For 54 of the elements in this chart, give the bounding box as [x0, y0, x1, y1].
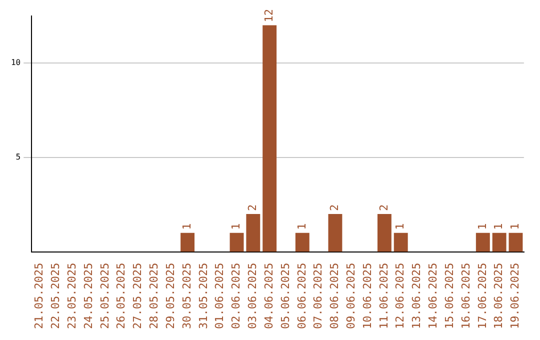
bar — [246, 214, 260, 252]
bar — [262, 25, 277, 252]
bar — [295, 232, 310, 252]
bar — [377, 214, 392, 252]
bar — [476, 232, 490, 252]
x-tick-label: 12.06.2025 — [394, 262, 407, 330]
x-tick-label: 09.06.2025 — [344, 262, 358, 330]
bar — [230, 232, 244, 252]
x-tick-label: 31.05.2025 — [196, 262, 210, 330]
y-tick-label: 5 — [16, 152, 21, 162]
x-tick-label: 02.06.2025 — [230, 262, 243, 330]
data-label: 1 — [295, 223, 308, 230]
x-tick-label: 01.06.2025 — [213, 262, 226, 330]
data-label: 12 — [262, 8, 276, 22]
x-tick-label: 18.06.2025 — [492, 262, 506, 330]
x-tick-label: 08.06.2025 — [328, 262, 342, 330]
data-label: 1 — [476, 223, 489, 230]
x-tick-label: 30.05.2025 — [180, 262, 194, 330]
x-tick-label: 21.05.2025 — [32, 262, 46, 330]
x-tick-label: 03.06.2025 — [246, 262, 260, 330]
x-tick-label: 27.05.2025 — [131, 262, 144, 330]
y-tick-label: 10 — [10, 58, 21, 68]
data-label: 1 — [508, 223, 522, 230]
data-label: 1 — [492, 223, 506, 230]
data-label: 1 — [394, 223, 407, 230]
bar — [508, 232, 523, 252]
x-tick-label: 23.05.2025 — [66, 262, 79, 330]
bar — [394, 232, 408, 252]
x-tick-label: 04.06.2025 — [262, 262, 276, 330]
data-label: 2 — [246, 204, 260, 212]
x-tick-label: 25.05.2025 — [98, 262, 112, 330]
x-tick-label: 05.06.2025 — [278, 262, 292, 330]
bar — [180, 232, 195, 252]
data-label: 1 — [230, 223, 243, 230]
data-label: 1 — [180, 223, 194, 230]
x-tick-label: 06.06.2025 — [295, 262, 308, 330]
x-tick-label: 16.06.2025 — [459, 262, 472, 330]
bar — [328, 214, 342, 252]
x-tick-label: 07.06.2025 — [312, 262, 325, 330]
x-tick-label: 26.05.2025 — [114, 262, 128, 330]
x-tick-label: 10.06.2025 — [360, 262, 374, 330]
x-tick-label: 28.05.2025 — [148, 262, 161, 330]
x-tick-label: 19.06.2025 — [508, 262, 522, 330]
x-tick-label: 24.05.2025 — [82, 262, 95, 330]
bar — [492, 232, 506, 252]
x-tick-label: 22.05.2025 — [49, 262, 62, 330]
x-tick-label: 13.06.2025 — [410, 262, 424, 330]
x-tick-label: 14.06.2025 — [426, 262, 440, 330]
data-label: 2 — [328, 204, 342, 212]
data-label: 2 — [377, 204, 390, 212]
x-tick-label: 15.06.2025 — [442, 262, 456, 330]
x-tick-label: 11.06.2025 — [377, 262, 390, 330]
x-tick-label: 17.06.2025 — [476, 262, 489, 330]
x-tick-label: 29.05.2025 — [164, 262, 177, 330]
